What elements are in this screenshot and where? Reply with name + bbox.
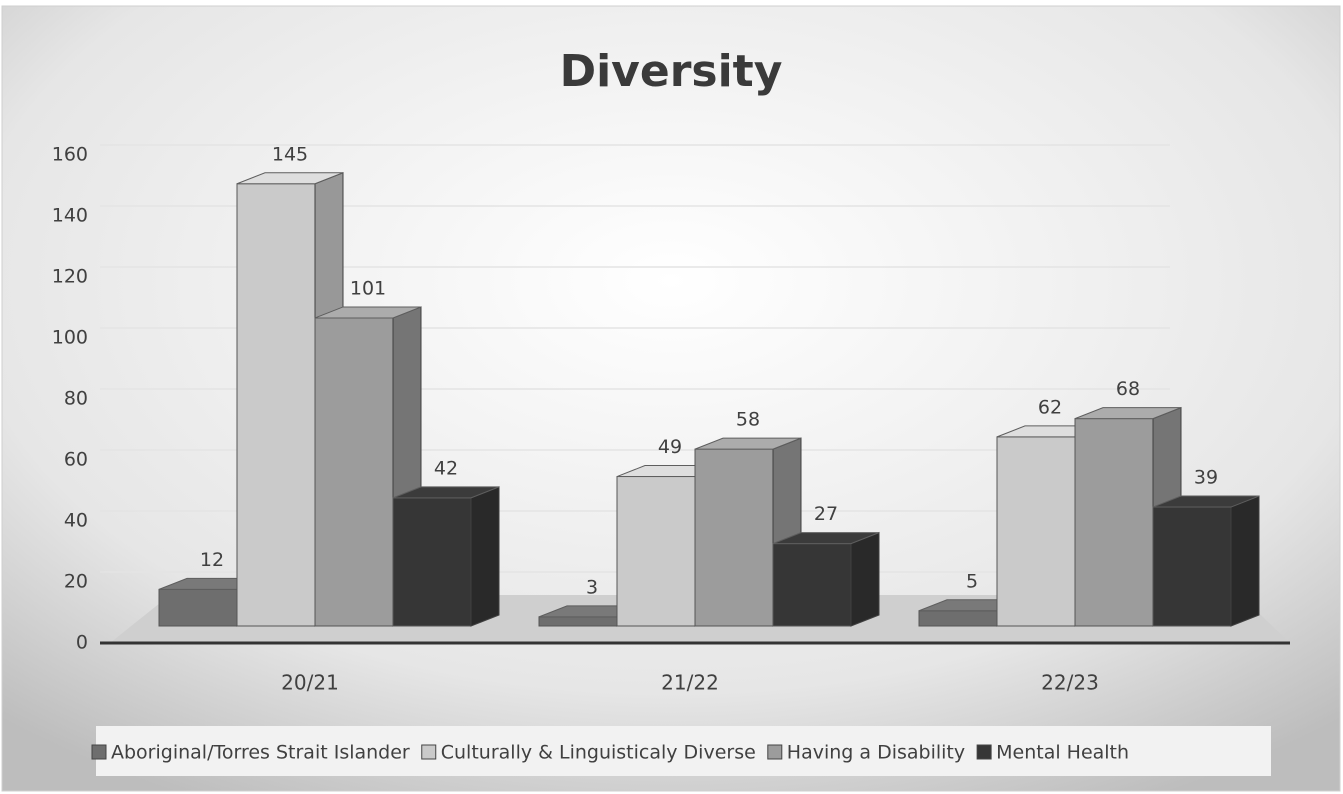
y-tick-label: 20: [64, 571, 88, 593]
bar-side: [470, 486, 500, 627]
bar: [616, 476, 696, 627]
bar-side: [1230, 495, 1260, 627]
data-label: 42: [434, 457, 458, 479]
bar: [1074, 418, 1154, 627]
legend-swatch: [767, 744, 783, 760]
bar: [236, 183, 316, 627]
legend-swatch: [421, 744, 437, 760]
legend-label: Culturally & Linguisticaly Diverse: [441, 742, 756, 764]
y-tick-label: 140: [52, 205, 88, 227]
bar: [694, 448, 774, 627]
bar-top: [392, 486, 500, 499]
x-tick-label: 20/21: [281, 671, 339, 695]
y-tick-label: 80: [64, 388, 88, 410]
data-label: 58: [736, 409, 760, 431]
y-tick-label: 40: [64, 510, 88, 532]
bar: [772, 543, 852, 627]
data-label: 101: [350, 277, 386, 299]
y-tick-label: 120: [52, 266, 88, 288]
data-label: 68: [1116, 378, 1140, 400]
bar: [1152, 506, 1232, 627]
chart-background: [1, 5, 1341, 792]
bar: [996, 436, 1076, 627]
data-label: 62: [1038, 396, 1062, 418]
bar: [314, 317, 394, 627]
bar: [538, 616, 618, 627]
bar: [918, 610, 998, 627]
bar-top: [236, 172, 344, 185]
x-tick-label: 22/23: [1041, 671, 1099, 695]
bar-top: [694, 437, 802, 450]
data-label: 39: [1194, 467, 1218, 489]
legend-background: [96, 726, 1271, 776]
data-label: 49: [658, 436, 682, 458]
data-label: 12: [200, 549, 224, 571]
legend-label: Aboriginal/Torres Strait Islander: [111, 742, 410, 764]
bar-top: [1152, 495, 1260, 508]
legend-swatch: [91, 744, 107, 760]
bar-top: [1074, 407, 1182, 420]
bar-top: [772, 532, 880, 545]
bar-top: [314, 306, 422, 319]
bar: [158, 588, 238, 627]
bar: [392, 497, 472, 627]
y-tick-label: 100: [52, 327, 88, 349]
bar-side: [850, 531, 880, 627]
y-tick-label: 160: [52, 144, 88, 166]
y-tick-label: 60: [64, 449, 88, 471]
chart-title: Diversity: [560, 46, 783, 97]
legend-label: Having a Disability: [787, 742, 965, 764]
data-label: 3: [586, 576, 598, 598]
data-label: 145: [272, 143, 308, 165]
x-tick-label: 21/22: [661, 671, 719, 695]
legend-swatch: [976, 744, 992, 760]
y-tick-label: 0: [76, 632, 88, 654]
legend-label: Mental Health: [996, 742, 1129, 764]
data-label: 5: [966, 570, 978, 592]
data-label: 27: [814, 503, 838, 525]
